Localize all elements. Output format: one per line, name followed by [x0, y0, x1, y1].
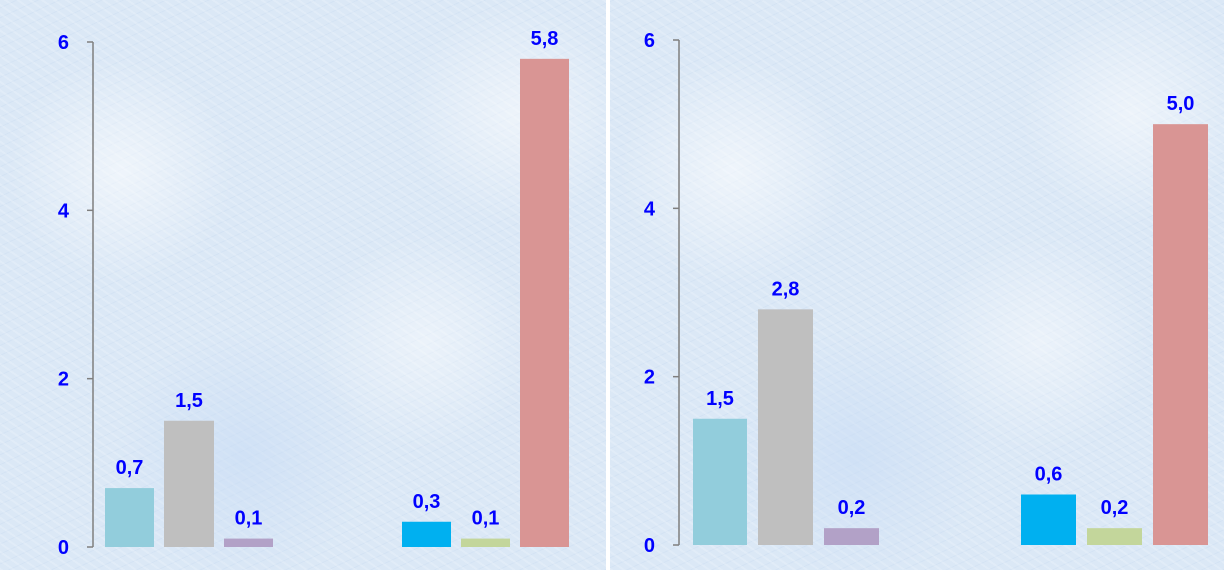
bar	[1087, 528, 1142, 545]
data-label: 0,2	[838, 497, 866, 519]
y-tick-label: 4	[58, 200, 70, 222]
data-label: 2,8	[772, 278, 800, 300]
left-bar-chart: 0 2 4 6 0,7 1,5 0,1 0,3 0,1 5,8	[58, 28, 569, 559]
y-tick-label: 0	[58, 537, 69, 559]
bar	[164, 420, 214, 547]
data-label: 0,3	[413, 491, 441, 513]
bar	[224, 538, 273, 547]
bar	[1153, 124, 1208, 546]
data-label: 1,5	[175, 390, 203, 412]
bar	[693, 418, 747, 545]
y-tick-label: 6	[644, 30, 655, 52]
y-tick-label: 4	[644, 198, 656, 220]
data-label: 0,7	[116, 457, 144, 479]
bar	[402, 521, 451, 547]
y-tick-label: 2	[644, 367, 655, 389]
right-chart-panel: 0 2 4 6 1,5 2,8 0,2 0,6 0,2 5,0	[610, 0, 1224, 570]
data-label: 0,1	[472, 508, 500, 530]
data-label: 0,1	[235, 508, 263, 530]
bar	[105, 488, 154, 547]
y-tick-label: 6	[58, 32, 69, 54]
bar	[758, 309, 813, 545]
data-label: 0,2	[1101, 497, 1129, 519]
y-tick-label: 0	[644, 535, 655, 557]
right-bar-chart: 0 2 4 6 1,5 2,8 0,2 0,6 0,2 5,0	[644, 30, 1208, 557]
bar	[1021, 494, 1076, 545]
data-label: 1,5	[706, 388, 734, 410]
left-chart-panel: 0 2 4 6 0,7 1,5 0,1 0,3 0,1 5,8	[0, 0, 606, 570]
data-label: 5,8	[531, 28, 559, 50]
y-tick-label: 2	[58, 369, 69, 391]
data-label: 0,6	[1035, 464, 1063, 486]
data-label: 5,0	[1167, 93, 1195, 115]
bar	[461, 538, 510, 547]
bar	[824, 528, 879, 545]
bar	[520, 58, 569, 547]
